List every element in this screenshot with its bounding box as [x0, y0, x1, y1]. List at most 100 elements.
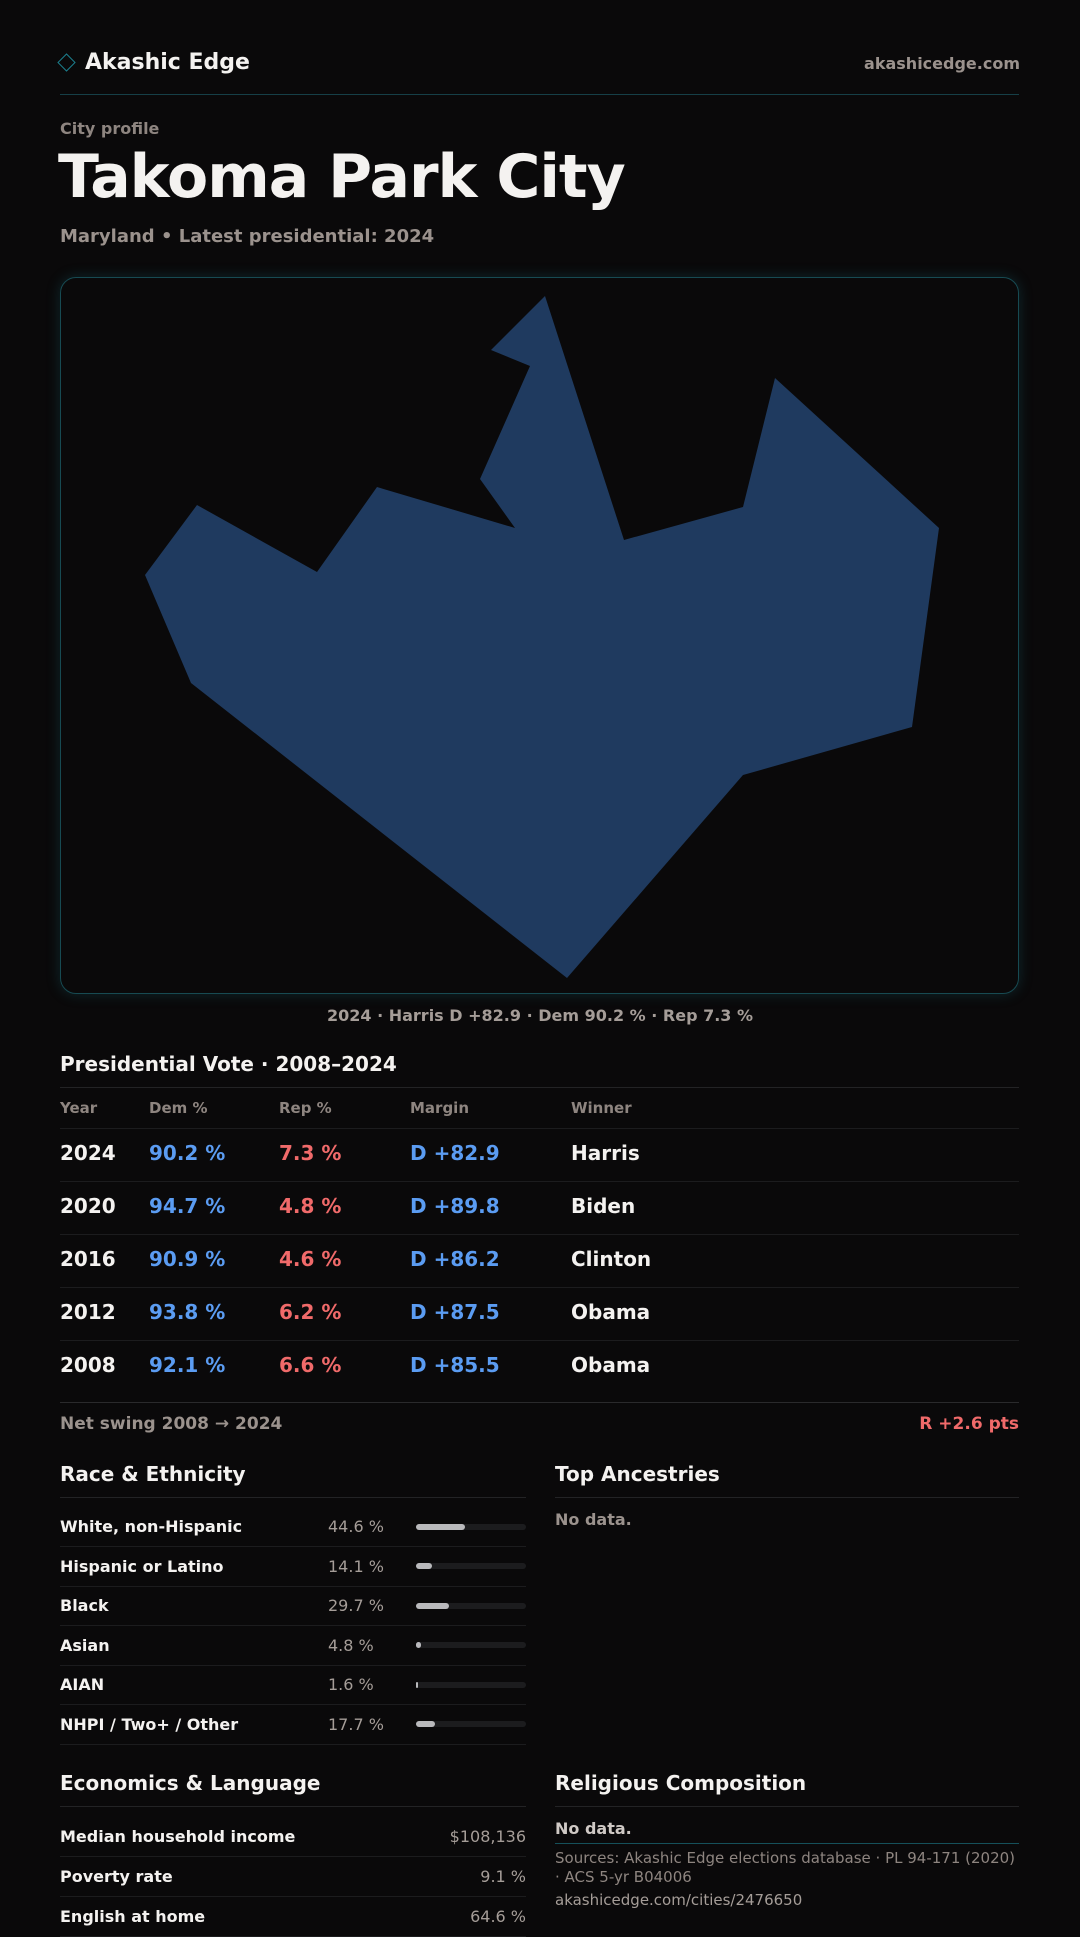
race-bar-fill	[416, 1602, 449, 1609]
economics-row: Median household income $108,136	[60, 1817, 526, 1857]
cell-margin: D +85.5	[410, 1353, 500, 1377]
cell-rep: 4.8 %	[279, 1194, 342, 1218]
race-divider	[60, 1497, 526, 1498]
page-subtitle: Maryland • Latest presidential: 2024	[60, 226, 435, 247]
title-divider	[60, 1087, 1019, 1088]
race-bar-track	[416, 1523, 526, 1530]
row-divider	[60, 1287, 1019, 1288]
race-bar-track	[416, 1721, 526, 1727]
cell-year: 2012	[60, 1300, 116, 1324]
race-bar-fill	[416, 1563, 432, 1569]
column-header-year: Year	[60, 1099, 98, 1117]
cell-winner: Obama	[571, 1353, 651, 1377]
race-label: Asian	[60, 1635, 110, 1655]
economics-title: Economics & Language	[60, 1771, 321, 1795]
race-row: Black 29.7 %	[60, 1586, 526, 1626]
economics-divider	[60, 1806, 526, 1807]
economics-label: Median household income	[60, 1827, 296, 1846]
race-bar-track	[416, 1602, 526, 1609]
footer-sources: Sources: Akashic Edge elections database…	[555, 1849, 1016, 1886]
race-value: 1.6 %	[328, 1675, 374, 1694]
swing-label: Net swing 2008 → 2024	[60, 1414, 283, 1434]
cell-dem: 92.1 %	[149, 1353, 226, 1377]
race-row: Hispanic or Latino 14.1 %	[60, 1547, 526, 1587]
cell-rep: 4.6 %	[279, 1247, 342, 1271]
page-title: Takoma Park City	[58, 142, 626, 212]
cell-winner: Clinton	[571, 1247, 652, 1271]
row-divider	[60, 1234, 1019, 1235]
economics-label: Poverty rate	[60, 1867, 173, 1886]
race-value: 4.8 %	[328, 1635, 374, 1655]
brand[interactable]: Akashic Edge	[57, 50, 250, 75]
race-row: Asian 4.8 %	[60, 1626, 526, 1666]
race-bar-fill	[416, 1523, 466, 1530]
race-label: AIAN	[60, 1675, 105, 1694]
race-bar-fill	[416, 1642, 422, 1648]
race-bar-track	[416, 1642, 526, 1648]
footer-url[interactable]: akashicedge.com/cities/2476650	[555, 1891, 803, 1909]
row-divider	[60, 1128, 1019, 1129]
column-header-winner: Winner	[571, 1099, 632, 1117]
economics-label: English at home	[60, 1907, 206, 1926]
race-label: NHPI / Two+ / Other	[60, 1714, 239, 1734]
race-row: AIAN 1.6 %	[60, 1665, 526, 1705]
ancestries-title: Top Ancestries	[555, 1462, 720, 1486]
race-bar-track	[416, 1681, 526, 1688]
race-label: Black	[60, 1596, 109, 1615]
cell-winner: Obama	[571, 1300, 651, 1324]
race-value: 14.1 %	[328, 1556, 384, 1576]
city-map	[60, 277, 1019, 994]
cell-year: 2008	[60, 1353, 116, 1377]
diamond-icon	[57, 53, 76, 72]
cell-year: 2020	[60, 1194, 116, 1218]
religion-divider	[555, 1806, 1019, 1807]
race-value: 29.7 %	[328, 1596, 384, 1615]
cell-margin: D +82.9	[410, 1141, 500, 1165]
race-label: Hispanic or Latino	[60, 1556, 224, 1576]
cell-dem: 90.2 %	[149, 1141, 226, 1165]
column-header-margin: Margin	[410, 1099, 470, 1117]
city-boundary	[145, 296, 939, 978]
cell-rep: 6.6 %	[279, 1353, 342, 1377]
economics-value: $108,136	[449, 1827, 526, 1846]
race-title: Race & Ethnicity	[60, 1462, 246, 1486]
footer-divider	[555, 1843, 1019, 1844]
site-link[interactable]: akashicedge.com	[864, 54, 1020, 73]
economics-value: 9.1 %	[480, 1867, 526, 1886]
race-row: White, non-Hispanic 44.6 %	[60, 1507, 526, 1547]
cell-dem: 93.8 %	[149, 1300, 226, 1324]
ancestries-divider	[555, 1497, 1019, 1498]
race-bar-fill	[416, 1681, 418, 1688]
cell-rep: 6.2 %	[279, 1300, 342, 1324]
race-bar-fill	[416, 1721, 436, 1727]
economics-row: English at home 64.6 %	[60, 1897, 526, 1937]
economics-value: 64.6 %	[470, 1907, 526, 1926]
column-header-dem: Dem %	[149, 1099, 208, 1117]
cell-winner: Biden	[571, 1194, 636, 1218]
row-divider	[60, 1181, 1019, 1182]
race-label: White, non-Hispanic	[60, 1517, 243, 1536]
ancestries-empty: No data.	[555, 1510, 632, 1529]
cell-year: 2016	[60, 1247, 116, 1271]
eyebrow: City profile	[60, 119, 160, 138]
swing-value: R +2.6 pts	[919, 1414, 1019, 1434]
race-bar-track	[416, 1563, 526, 1569]
cell-dem: 90.9 %	[149, 1247, 226, 1271]
swing-divider	[60, 1402, 1019, 1403]
cell-dem: 94.7 %	[149, 1194, 226, 1218]
cell-margin: D +87.5	[410, 1300, 500, 1324]
brand-name: Akashic Edge	[85, 50, 250, 75]
race-value: 17.7 %	[328, 1714, 384, 1734]
religion-title: Religious Composition	[555, 1771, 807, 1795]
cell-year: 2024	[60, 1141, 116, 1165]
religion-empty: No data.	[555, 1819, 632, 1838]
presidential-title: Presidential Vote · 2008–2024	[60, 1052, 397, 1076]
header-divider	[60, 94, 1019, 95]
cell-margin: D +86.2	[410, 1247, 500, 1271]
cell-rep: 7.3 %	[279, 1141, 342, 1165]
column-header-rep: Rep %	[279, 1099, 332, 1117]
race-row: NHPI / Two+ / Other 17.7 %	[60, 1705, 526, 1745]
city-boundary-svg	[145, 296, 939, 978]
race-value: 44.6 %	[328, 1517, 384, 1536]
cell-margin: D +89.8	[410, 1194, 500, 1218]
